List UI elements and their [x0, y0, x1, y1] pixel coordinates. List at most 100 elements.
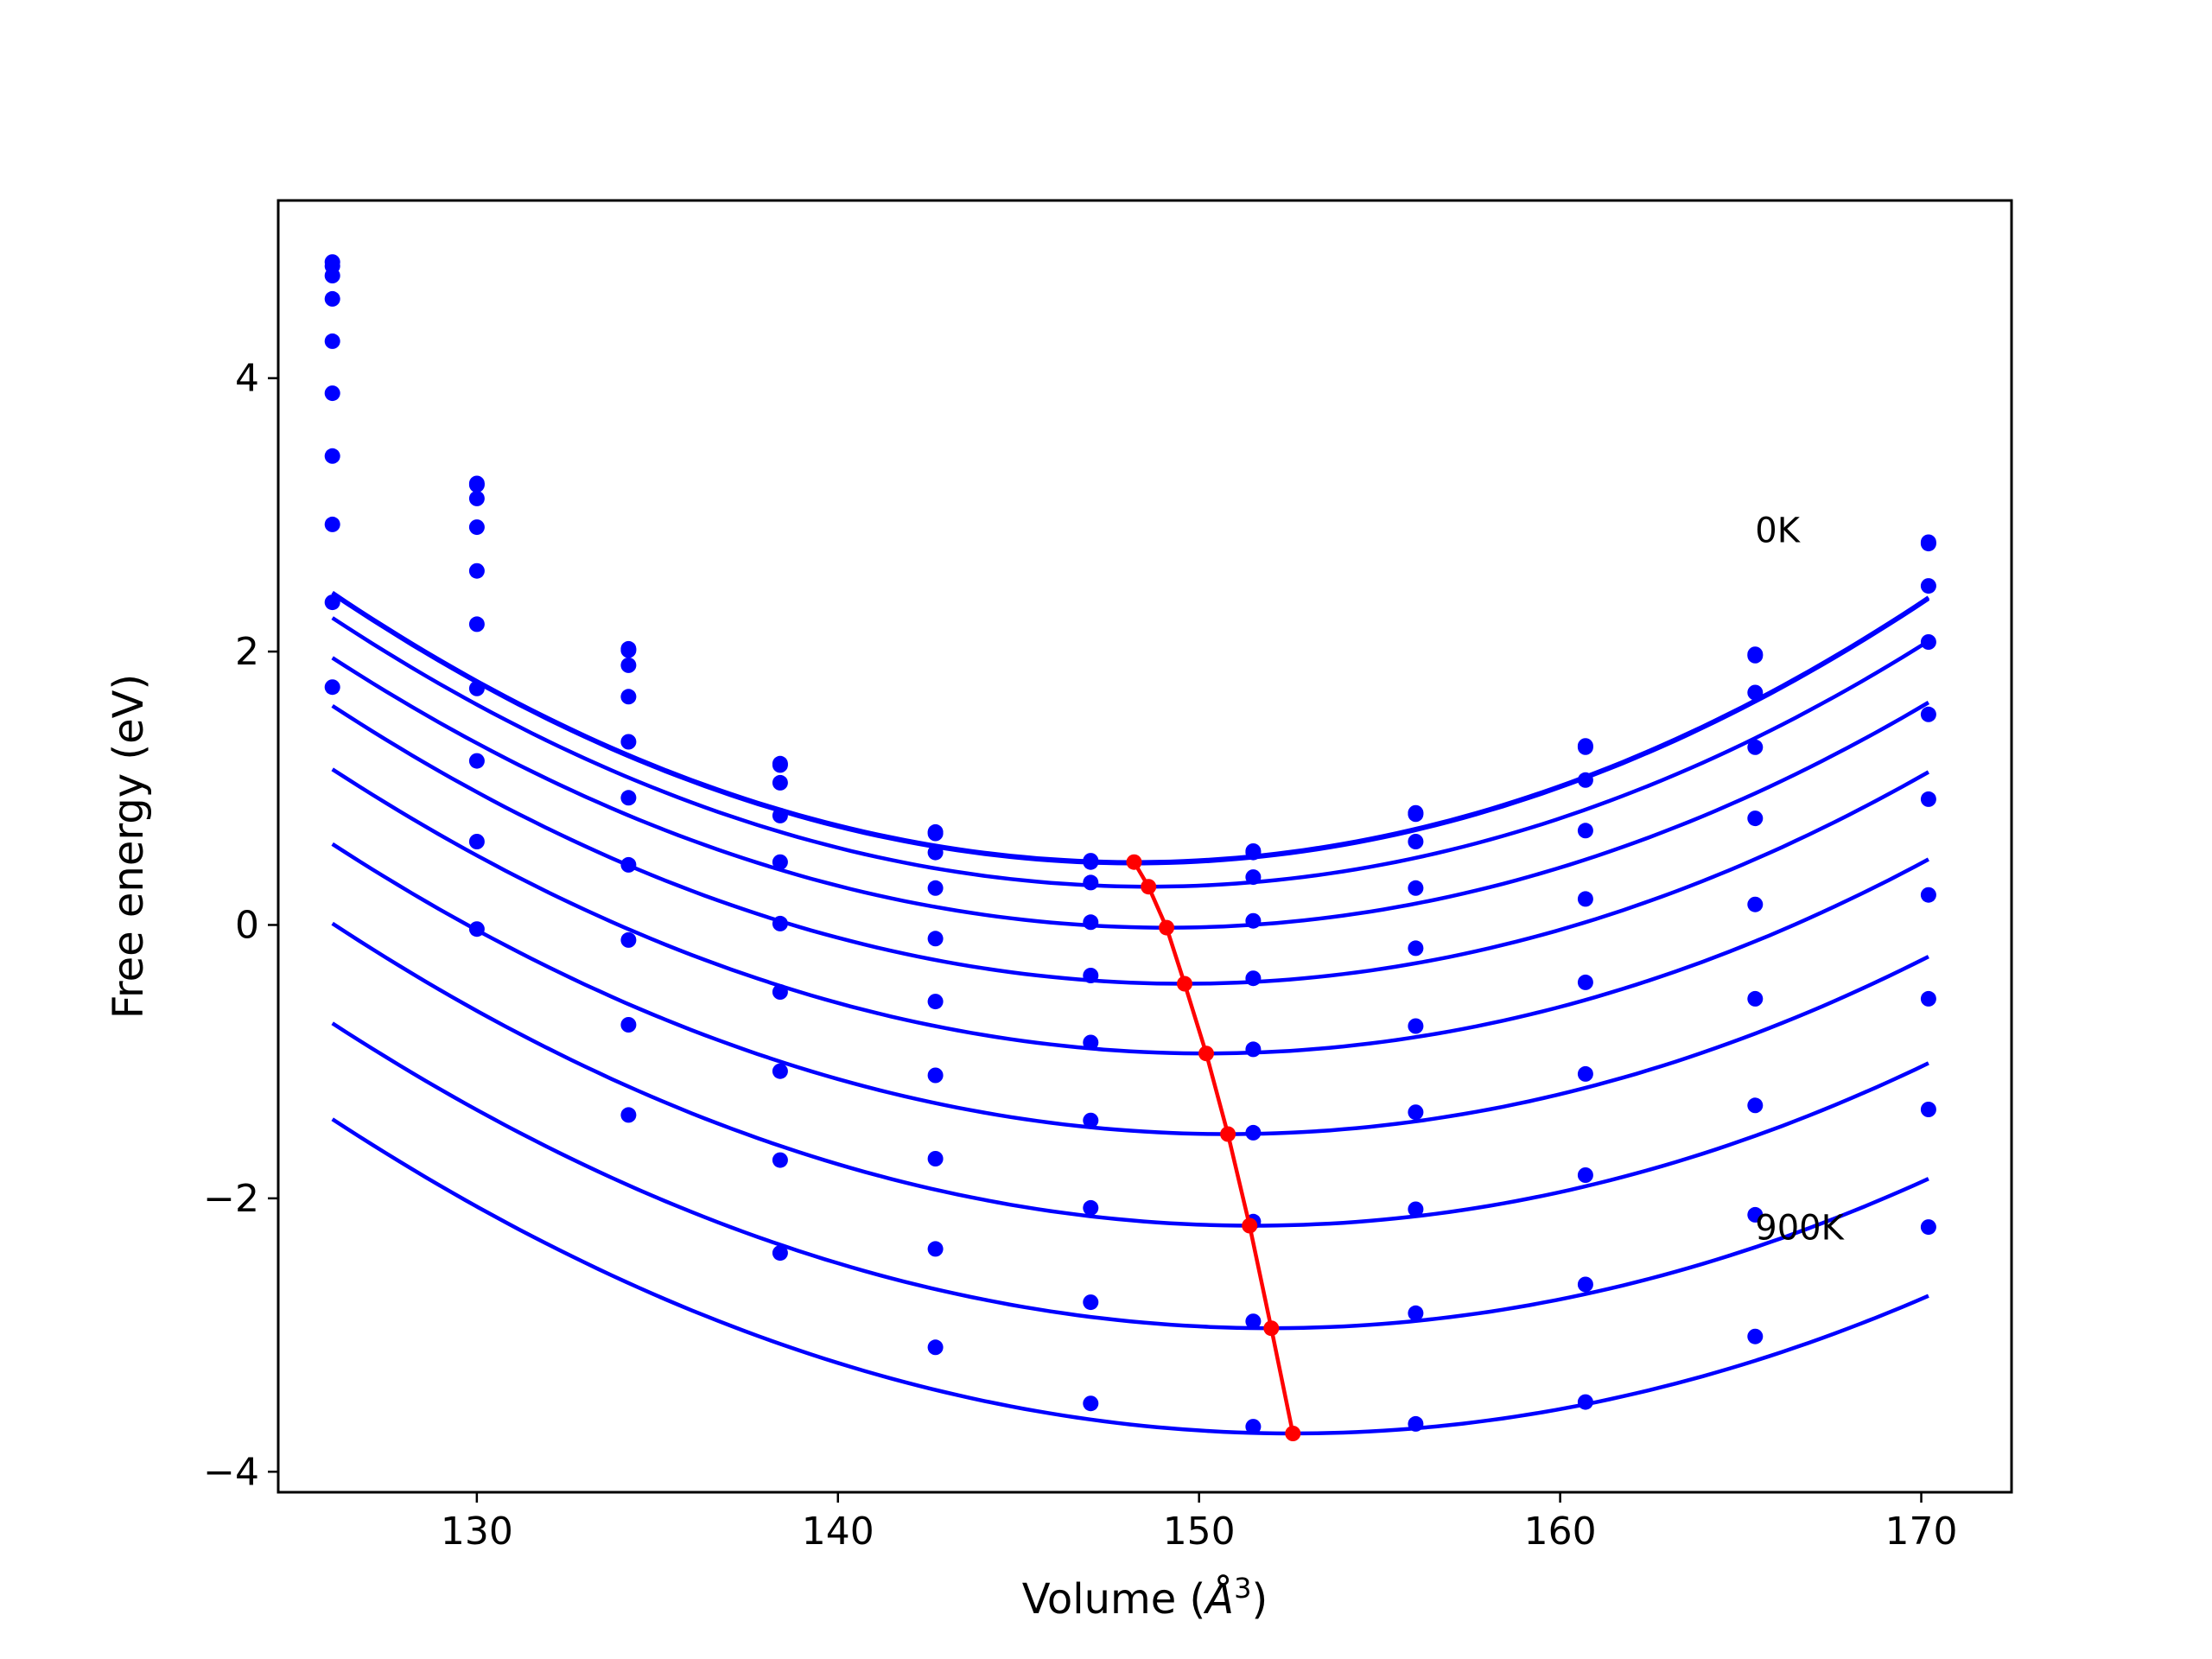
data-point	[927, 1241, 944, 1257]
y-tick-label: 2	[235, 630, 259, 674]
fit-curve-10	[331, 1117, 1929, 1436]
data-points-group	[324, 254, 1936, 1435]
data-point	[468, 680, 485, 696]
data-point	[1577, 823, 1593, 839]
y-tick-label: 4	[235, 357, 259, 401]
data-point	[1747, 1206, 1764, 1223]
data-point	[772, 807, 788, 823]
data-point	[1245, 912, 1262, 929]
data-point	[927, 1339, 944, 1356]
data-point	[1245, 844, 1262, 861]
minimum-point	[1285, 1426, 1301, 1441]
data-point	[468, 477, 485, 493]
data-point	[468, 921, 485, 938]
data-point	[1920, 887, 1936, 903]
fit-curve-7	[331, 842, 1929, 1136]
data-point	[324, 594, 340, 611]
data-point	[324, 679, 340, 696]
data-point	[1408, 880, 1424, 896]
data-point	[772, 854, 788, 870]
plot-frame	[276, 199, 2013, 1494]
data-point	[1747, 1328, 1764, 1344]
data-point	[1747, 647, 1764, 664]
minimum-point	[1126, 854, 1142, 870]
data-point	[620, 856, 637, 873]
data-point	[1577, 1167, 1593, 1183]
data-point	[1577, 1065, 1593, 1082]
data-point	[1408, 806, 1424, 823]
x-tick-label: 130	[441, 1510, 513, 1554]
fit-curve-6	[331, 767, 1929, 1056]
minimum-path-group	[1126, 854, 1301, 1441]
data-point	[1245, 869, 1262, 886]
data-point	[324, 290, 340, 307]
data-point	[772, 1063, 788, 1079]
data-point	[1920, 706, 1936, 722]
data-point	[620, 1107, 637, 1123]
x-tick-label: 160	[1524, 1510, 1597, 1554]
data-point	[1408, 1201, 1424, 1217]
data-point	[1083, 1112, 1099, 1128]
minimum-point	[1198, 1046, 1214, 1062]
data-point	[1083, 1034, 1099, 1051]
data-point	[324, 385, 340, 402]
data-point	[1245, 1041, 1262, 1058]
data-point	[324, 448, 340, 464]
data-point	[1245, 970, 1262, 987]
y-axis-label: Free energy (eV)	[105, 674, 153, 1019]
data-point	[1408, 940, 1424, 957]
data-point	[1577, 974, 1593, 990]
x-tick-label: 150	[1163, 1510, 1236, 1554]
data-point	[620, 689, 637, 705]
data-point	[1245, 1313, 1262, 1330]
data-point	[1408, 1305, 1424, 1321]
data-point	[772, 915, 788, 931]
y-axis-ticks: −4 −2 0 2 4	[203, 357, 278, 1494]
data-point	[1747, 1097, 1764, 1114]
data-point	[620, 1017, 637, 1033]
data-point	[620, 642, 637, 658]
data-point	[1577, 1276, 1593, 1293]
data-point	[468, 616, 485, 632]
data-point	[620, 734, 637, 750]
data-point	[1408, 1018, 1424, 1034]
data-point	[1577, 1394, 1593, 1410]
minimum-point	[1242, 1217, 1258, 1234]
data-point	[1083, 1294, 1099, 1311]
curve-annotation: 900K	[1755, 1208, 1845, 1248]
data-point	[468, 834, 485, 849]
data-point	[1920, 536, 1936, 552]
x-tick-label: 170	[1885, 1510, 1958, 1554]
data-point	[468, 490, 485, 506]
data-point	[1083, 874, 1099, 891]
fit-curve-9	[331, 1021, 1929, 1331]
data-point	[927, 844, 944, 861]
data-point	[1083, 854, 1099, 870]
data-point	[927, 1151, 944, 1166]
data-point	[1747, 739, 1764, 755]
data-point	[468, 563, 485, 579]
data-point	[772, 1152, 788, 1168]
data-point	[1920, 578, 1936, 594]
y-tick-label: −4	[203, 1450, 259, 1494]
data-point	[620, 790, 637, 806]
annotations-group: 0K 900K	[1755, 512, 1845, 1249]
data-point	[927, 1067, 944, 1084]
data-point	[1747, 896, 1764, 912]
fit-curve-3	[331, 616, 1930, 889]
data-point	[1408, 1415, 1424, 1432]
data-point	[1408, 834, 1424, 849]
data-point	[1083, 968, 1099, 983]
data-point	[772, 774, 788, 791]
data-point	[1920, 990, 1936, 1007]
data-point	[1920, 1102, 1936, 1117]
x-axis-ticks: 130 140 150 160 170	[441, 1492, 1958, 1554]
data-point	[927, 825, 944, 842]
data-point	[468, 753, 485, 769]
fit-curve-4	[331, 656, 1930, 930]
fit-curve-8	[331, 921, 1929, 1228]
data-point	[1920, 634, 1936, 650]
data-point	[772, 757, 788, 773]
